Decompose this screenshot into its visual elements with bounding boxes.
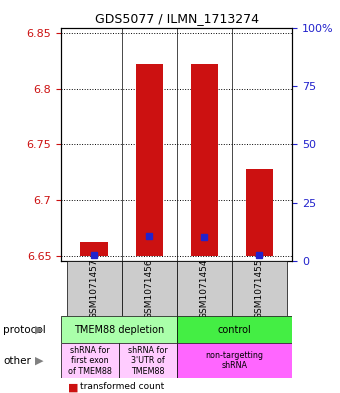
Bar — [190, 64, 218, 256]
Text: GSM1071455: GSM1071455 — [255, 259, 264, 319]
Text: ■: ■ — [68, 382, 79, 392]
Bar — [177, 343, 292, 378]
Text: GSM1071456: GSM1071456 — [145, 259, 154, 319]
Bar — [61, 316, 177, 343]
Bar — [67, 261, 122, 316]
Text: control: control — [218, 325, 252, 335]
Text: ▶: ▶ — [35, 356, 44, 366]
Text: GSM1071457: GSM1071457 — [90, 259, 99, 319]
Text: ▶: ▶ — [35, 325, 44, 335]
Bar — [122, 261, 177, 316]
Text: TMEM88 depletion: TMEM88 depletion — [74, 325, 164, 335]
Text: other: other — [3, 356, 31, 366]
Text: shRNA for
3'UTR of
TMEM88: shRNA for 3'UTR of TMEM88 — [128, 346, 168, 376]
Text: non-targetting
shRNA: non-targetting shRNA — [206, 351, 264, 371]
Bar — [177, 316, 292, 343]
Title: GDS5077 / ILMN_1713274: GDS5077 / ILMN_1713274 — [95, 12, 259, 25]
Bar — [177, 261, 232, 316]
Text: shRNA for
first exon
of TMEM88: shRNA for first exon of TMEM88 — [68, 346, 112, 376]
Text: transformed count: transformed count — [80, 382, 164, 391]
Bar — [61, 343, 119, 378]
Bar — [119, 343, 177, 378]
Text: GSM1071454: GSM1071454 — [200, 259, 209, 319]
Bar — [245, 169, 273, 256]
Bar — [136, 64, 163, 256]
Bar — [81, 242, 108, 256]
Bar — [232, 261, 287, 316]
Text: protocol: protocol — [3, 325, 46, 335]
